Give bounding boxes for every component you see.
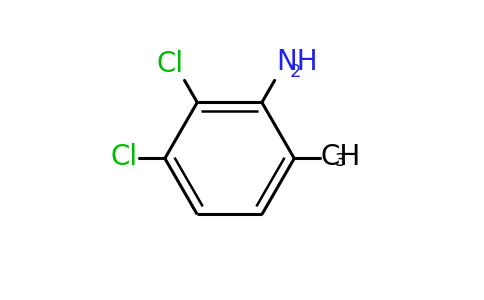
Text: NH: NH <box>276 48 318 76</box>
Text: Cl: Cl <box>156 50 183 78</box>
Text: 3: 3 <box>334 152 346 170</box>
Text: Cl: Cl <box>110 143 137 171</box>
Text: 2: 2 <box>290 63 302 81</box>
Text: CH: CH <box>321 143 361 171</box>
